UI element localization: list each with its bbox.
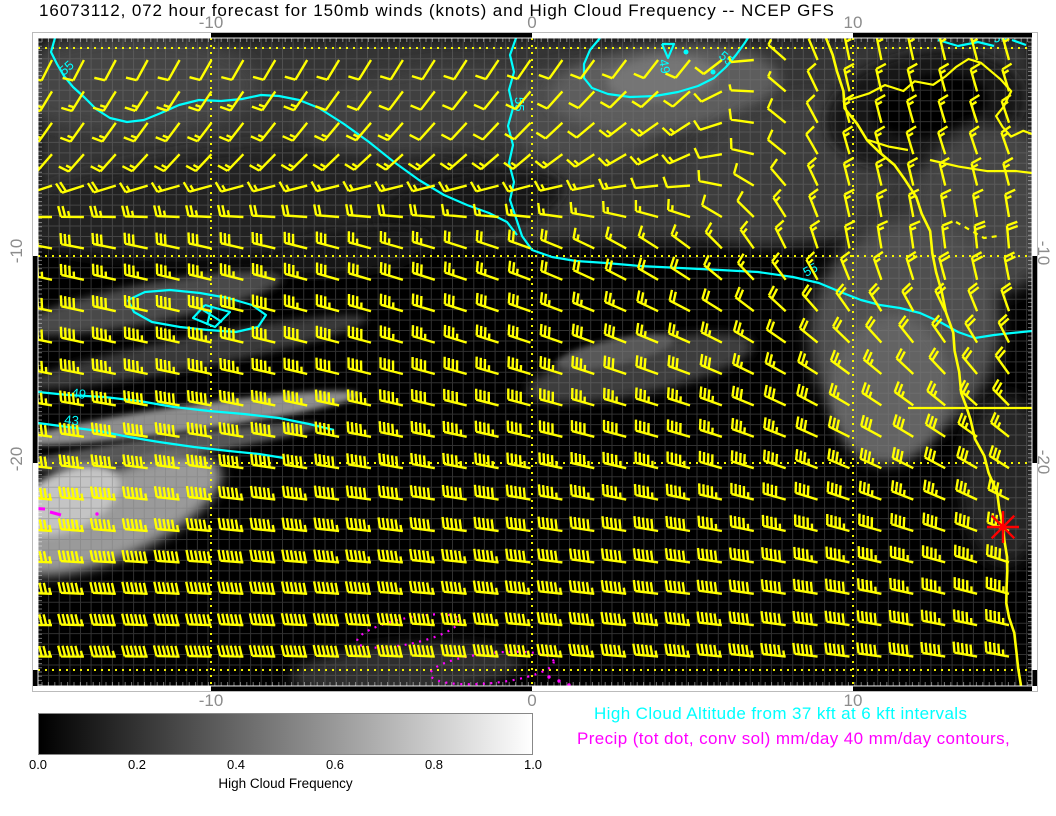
- axis-tick-label: 10: [843, 13, 863, 32]
- plot-title: 16073112, 072 hour forecast for 150mb wi…: [39, 1, 835, 20]
- coastline-layer: [824, 38, 1032, 686]
- axis-tick-label: -10: [198, 13, 224, 32]
- graticule-major-dotted: [38, 38, 1032, 686]
- colorbar-tick-label: 0.2: [127, 757, 147, 772]
- wind-barbs: [38, 38, 1019, 658]
- cloud-frequency-layer: [38, 38, 1032, 686]
- legend-cloud-altitude: High Cloud Altitude from 37 kft at 6 kft…: [594, 704, 968, 723]
- contour-label: 55: [991, 28, 1009, 46]
- contour-label: 49: [656, 58, 673, 75]
- axis-tick-label: 10: [843, 691, 863, 710]
- colorbar-gradient: [38, 713, 533, 755]
- colorbar-tick-label: 0.4: [226, 757, 246, 772]
- map-inner: 5555495555554943: [38, 28, 1032, 686]
- coastline: [824, 38, 1023, 686]
- colorbar-tick-label: 1.0: [523, 757, 543, 772]
- contour-label: 49: [71, 385, 87, 402]
- axis-tick-label: -10: [198, 691, 224, 710]
- axis-tick-label: 0: [527, 13, 537, 32]
- site-marker-asterisk: [987, 511, 1019, 543]
- colorbar-tick-label: 0.0: [28, 757, 48, 772]
- legend-precip: Precip (tot dot, conv sol) mm/day 40 mm/…: [577, 729, 1011, 748]
- colorbar-caption: High Cloud Frequency: [218, 776, 353, 791]
- map-frame: [32, 32, 1038, 692]
- axis-tick-label: 0: [527, 691, 537, 710]
- colorbar-tick-label: 0.6: [325, 757, 345, 772]
- colorbar-tick-label: 0.8: [424, 757, 444, 772]
